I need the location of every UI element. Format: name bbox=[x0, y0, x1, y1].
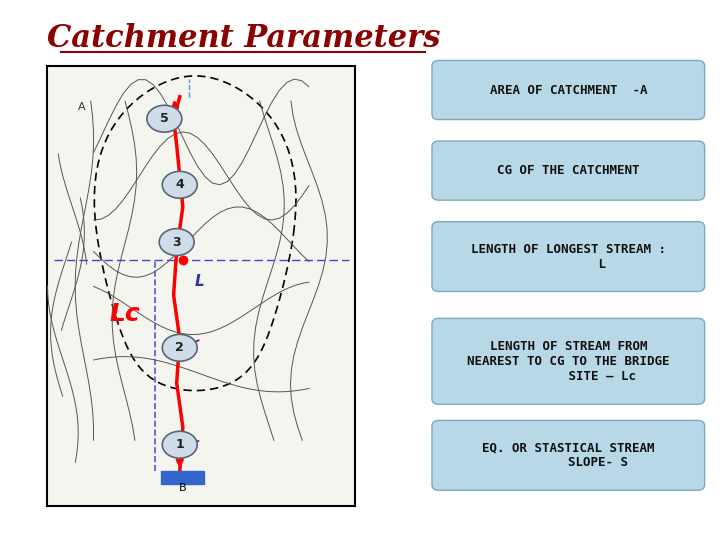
Text: Catchment Parameters: Catchment Parameters bbox=[47, 24, 440, 55]
FancyBboxPatch shape bbox=[432, 319, 705, 404]
Text: 1: 1 bbox=[176, 438, 184, 451]
FancyBboxPatch shape bbox=[432, 221, 705, 292]
Text: 3: 3 bbox=[172, 235, 181, 248]
Circle shape bbox=[159, 228, 194, 255]
Text: 5: 5 bbox=[160, 112, 168, 125]
Circle shape bbox=[162, 334, 197, 361]
Text: 2: 2 bbox=[176, 341, 184, 354]
Text: A: A bbox=[78, 102, 86, 112]
Text: LENGTH OF LONGEST STREAM :
         L: LENGTH OF LONGEST STREAM : L bbox=[471, 242, 666, 271]
FancyBboxPatch shape bbox=[161, 471, 204, 484]
Text: LENGTH OF STREAM FROM
NEAREST TO CG TO THE BRIDGE
         SITE – Lc: LENGTH OF STREAM FROM NEAREST TO CG TO T… bbox=[467, 340, 670, 383]
Text: EQ. OR STASTICAL STREAM
        SLOPE- S: EQ. OR STASTICAL STREAM SLOPE- S bbox=[482, 441, 654, 469]
FancyBboxPatch shape bbox=[432, 421, 705, 490]
FancyBboxPatch shape bbox=[432, 141, 705, 200]
Circle shape bbox=[162, 171, 197, 198]
Text: 4: 4 bbox=[176, 178, 184, 191]
Text: Lc: Lc bbox=[109, 302, 140, 326]
Text: CG OF THE CATCHMENT: CG OF THE CATCHMENT bbox=[497, 164, 639, 177]
Text: B: B bbox=[179, 483, 186, 493]
Text: AREA OF CATCHMENT  -A: AREA OF CATCHMENT -A bbox=[490, 84, 647, 97]
Circle shape bbox=[147, 105, 182, 132]
FancyBboxPatch shape bbox=[432, 60, 705, 119]
Text: L: L bbox=[195, 274, 205, 289]
FancyBboxPatch shape bbox=[48, 66, 355, 507]
Circle shape bbox=[162, 431, 197, 458]
